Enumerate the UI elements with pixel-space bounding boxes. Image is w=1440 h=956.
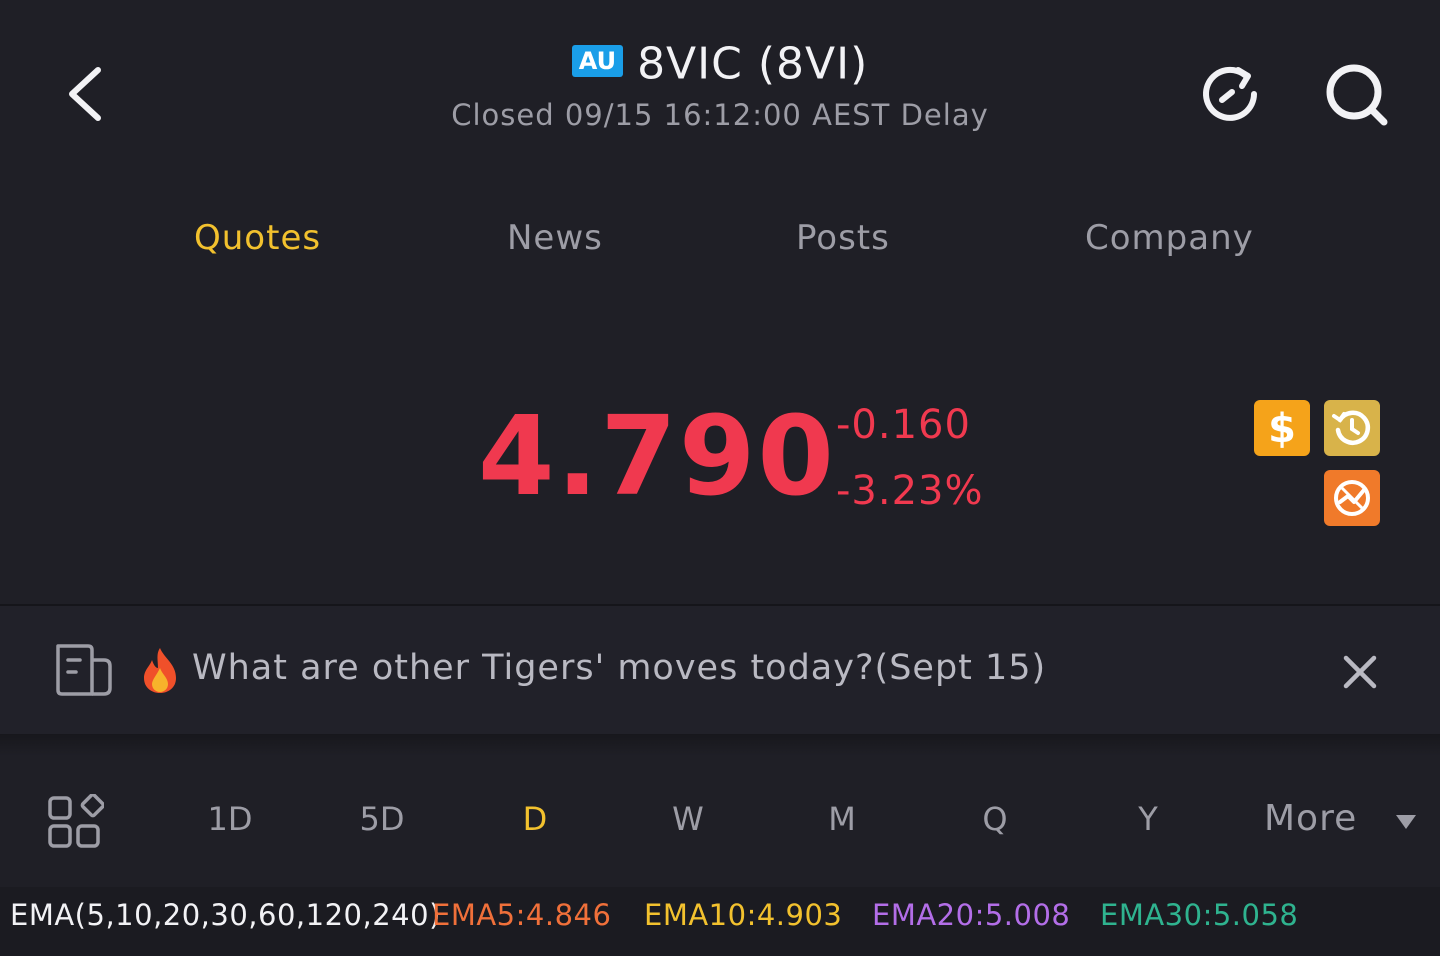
period-1d[interactable]: 1D bbox=[207, 800, 253, 838]
caret-down-icon bbox=[1396, 815, 1416, 829]
period-d[interactable]: D bbox=[522, 800, 548, 838]
close-button[interactable] bbox=[1340, 652, 1380, 692]
period-5d[interactable]: 5D bbox=[359, 800, 405, 838]
period-q[interactable]: Q bbox=[982, 800, 1008, 838]
dollar-icon: $ bbox=[1268, 406, 1296, 450]
tab-posts[interactable]: Posts bbox=[796, 218, 890, 258]
price-change: -0.160 bbox=[836, 402, 971, 448]
more-dropdown-button[interactable] bbox=[1394, 812, 1418, 832]
market-status: Closed 09/15 16:12:00 AEST Delay bbox=[451, 98, 989, 132]
period-y[interactable]: Y bbox=[1138, 800, 1158, 838]
svg-text:$: $ bbox=[1268, 406, 1296, 450]
back-button[interactable] bbox=[62, 62, 112, 126]
ema20-value: EMA20:5.008 bbox=[872, 898, 1071, 932]
tab-news[interactable]: News bbox=[507, 218, 603, 258]
banner-text[interactable]: What are other Tigers' moves today?(Sept… bbox=[192, 648, 1047, 688]
close-icon bbox=[1343, 655, 1377, 689]
title-row: AU 8VIC (8VI) bbox=[0, 36, 1440, 92]
chevron-left-icon bbox=[69, 67, 101, 121]
search-button[interactable] bbox=[1324, 62, 1390, 128]
search-icon bbox=[1326, 64, 1388, 126]
refresh-button[interactable] bbox=[1198, 62, 1262, 126]
market-badge: AU bbox=[571, 44, 624, 77]
ema-indicator-row bbox=[0, 887, 1440, 956]
ema30-value: EMA30:5.058 bbox=[1100, 898, 1299, 932]
last-price: 4.790 bbox=[478, 392, 836, 520]
history-button[interactable] bbox=[1324, 400, 1380, 456]
chart-analysis-button[interactable] bbox=[1324, 470, 1380, 526]
ema10-value: EMA10:4.903 bbox=[644, 898, 843, 932]
refresh-icon bbox=[1203, 66, 1257, 121]
grid-icon bbox=[48, 792, 106, 848]
promo-banner bbox=[0, 606, 1440, 734]
fire-icon bbox=[140, 646, 180, 694]
divider bbox=[0, 604, 1440, 606]
indicator-grid-button[interactable] bbox=[46, 792, 106, 850]
chart-analysis-icon bbox=[1334, 480, 1370, 516]
period-w[interactable]: W bbox=[672, 800, 704, 838]
period-more[interactable]: More bbox=[1264, 798, 1358, 839]
document-icon bbox=[52, 640, 116, 700]
history-icon bbox=[1332, 410, 1371, 445]
tab-quotes[interactable]: Quotes bbox=[194, 218, 322, 258]
tab-company[interactable]: Company bbox=[1085, 218, 1254, 258]
period-m[interactable]: M bbox=[828, 800, 856, 838]
dollar-button[interactable]: $ bbox=[1254, 400, 1310, 456]
price-change-percent: -3.23% bbox=[836, 468, 984, 514]
ema-label[interactable]: EMA(5,10,20,30,60,120,240) bbox=[10, 898, 441, 932]
ema5-value: EMA5:4.846 bbox=[432, 898, 612, 932]
banner-shadow bbox=[0, 734, 1440, 756]
stock-title: 8VIC (8VI) bbox=[637, 38, 869, 90]
